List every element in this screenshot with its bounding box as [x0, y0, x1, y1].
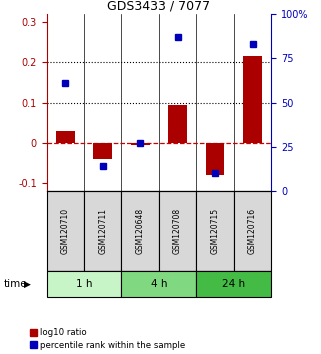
Text: GSM120648: GSM120648	[136, 208, 145, 254]
Bar	[121, 191, 159, 271]
Bar	[159, 191, 196, 271]
Bar	[47, 191, 84, 271]
Bar	[196, 271, 271, 297]
Bar	[196, 191, 234, 271]
Text: GSM120715: GSM120715	[211, 208, 220, 254]
Text: GSM120716: GSM120716	[248, 208, 257, 254]
Bar	[56, 131, 74, 143]
Text: ▶: ▶	[24, 280, 31, 289]
Bar	[131, 143, 150, 145]
Bar	[168, 105, 187, 143]
Text: 24 h: 24 h	[222, 279, 245, 289]
Bar	[84, 191, 121, 271]
Text: 1 h: 1 h	[76, 279, 92, 289]
Bar	[121, 271, 196, 297]
Text: GSM120711: GSM120711	[98, 208, 107, 254]
Bar	[47, 271, 121, 297]
Bar	[206, 143, 224, 175]
Bar	[243, 56, 262, 143]
Text: GSM120710: GSM120710	[61, 208, 70, 254]
Bar	[93, 143, 112, 159]
Legend: log10 ratio, percentile rank within the sample: log10 ratio, percentile rank within the …	[30, 328, 186, 350]
Title: GDS3433 / 7077: GDS3433 / 7077	[107, 0, 211, 13]
Text: time: time	[3, 279, 27, 289]
Text: 4 h: 4 h	[151, 279, 167, 289]
Bar	[234, 191, 271, 271]
Text: GSM120708: GSM120708	[173, 208, 182, 254]
